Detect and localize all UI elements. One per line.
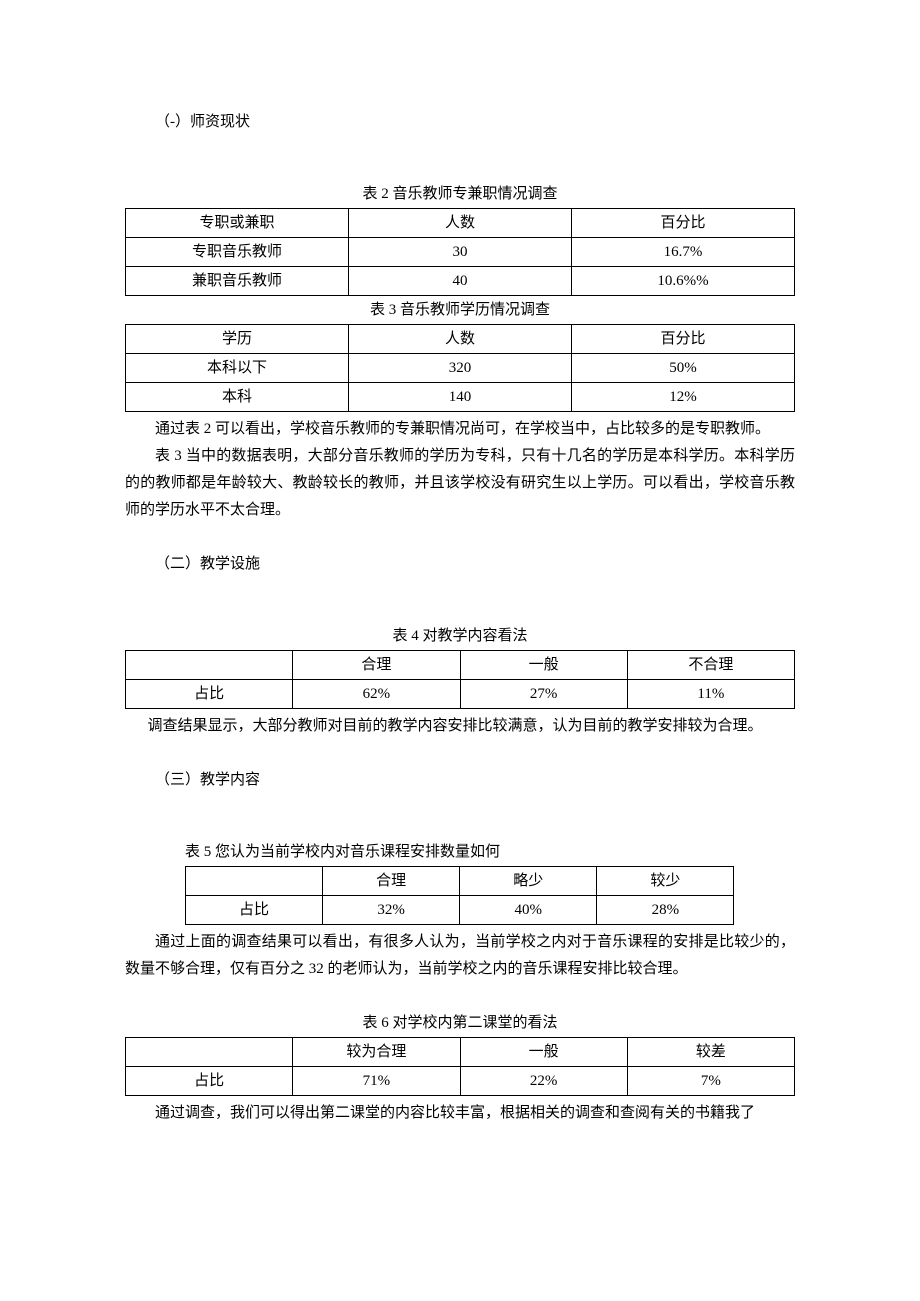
table6-col1: 较为合理 — [293, 1038, 460, 1067]
table2-col1: 人数 — [349, 209, 572, 238]
table3-r1c2: 12% — [572, 383, 795, 412]
table-row: 兼职音乐教师 40 10.6%% — [126, 267, 795, 296]
table-row: 合理 一般 不合理 — [126, 651, 795, 680]
table4-r0c0: 占比 — [126, 680, 293, 709]
table5-r0c2: 40% — [460, 896, 597, 925]
table3-r1c0: 本科 — [126, 383, 349, 412]
table6-r0c3: 7% — [627, 1067, 794, 1096]
table5-r0c0: 占比 — [186, 896, 323, 925]
table-row: 合理 略少 较少 — [186, 867, 734, 896]
table6-title: 表 6 对学校内第二课堂的看法 — [125, 1011, 795, 1035]
table6-col3: 较差 — [627, 1038, 794, 1067]
section-heading-1: （-）师资现状 — [125, 110, 795, 134]
table5-col2: 略少 — [460, 867, 597, 896]
table4-col0 — [126, 651, 293, 680]
table4-r0c2: 27% — [460, 680, 627, 709]
table3-r1c1: 140 — [349, 383, 572, 412]
table4: 合理 一般 不合理 占比 62% 27% 11% — [125, 650, 795, 709]
table6-r0c0: 占比 — [126, 1067, 293, 1096]
table2-r1c0: 兼职音乐教师 — [126, 267, 349, 296]
table6-col0 — [126, 1038, 293, 1067]
table4-r0c3: 11% — [627, 680, 794, 709]
table6-r0c1: 71% — [293, 1067, 460, 1096]
table-row: 本科以下 320 50% — [126, 354, 795, 383]
table4-col2: 一般 — [460, 651, 627, 680]
table5-title: 表 5 您认为当前学校内对音乐课程安排数量如何 — [125, 840, 795, 864]
table-row: 较为合理 一般 较差 — [126, 1038, 795, 1067]
table2-r0c0: 专职音乐教师 — [126, 238, 349, 267]
table5: 合理 略少 较少 占比 32% 40% 28% — [185, 866, 734, 925]
table6-col2: 一般 — [460, 1038, 627, 1067]
table2-r1c1: 40 — [349, 267, 572, 296]
table3-r0c2: 50% — [572, 354, 795, 383]
table2-r0c2: 16.7% — [572, 238, 795, 267]
table3: 学历 人数 百分比 本科以下 320 50% 本科 140 12% — [125, 324, 795, 412]
paragraph-after-t3-2: 表 3 当中的数据表明，大部分音乐教师的学历为专科，只有十几名的学历是本科学历。… — [125, 443, 795, 524]
paragraph-after-t5: 通过上面的调查结果可以看出，有很多人认为，当前学校之内对于音乐课程的安排是比较少… — [125, 929, 795, 983]
section-heading-2: （二）教学设施 — [125, 552, 795, 576]
table5-r0c1: 32% — [323, 896, 460, 925]
table2: 专职或兼职 人数 百分比 专职音乐教师 30 16.7% 兼职音乐教师 40 1… — [125, 208, 795, 296]
table2-title: 表 2 音乐教师专兼职情况调查 — [125, 182, 795, 206]
table5-r0c3: 28% — [597, 896, 734, 925]
table3-r0c1: 320 — [349, 354, 572, 383]
table-row: 专职或兼职 人数 百分比 — [126, 209, 795, 238]
table6-r0c2: 22% — [460, 1067, 627, 1096]
table-row: 本科 140 12% — [126, 383, 795, 412]
table4-col3: 不合理 — [627, 651, 794, 680]
table2-col2: 百分比 — [572, 209, 795, 238]
table-row: 占比 32% 40% 28% — [186, 896, 734, 925]
table3-col2: 百分比 — [572, 325, 795, 354]
table4-r0c1: 62% — [293, 680, 460, 709]
section-heading-3: （三）教学内容 — [125, 768, 795, 792]
table3-col1: 人数 — [349, 325, 572, 354]
table2-col0: 专职或兼职 — [126, 209, 349, 238]
table3-title: 表 3 音乐教师学历情况调查 — [125, 298, 795, 322]
table3-col0: 学历 — [126, 325, 349, 354]
table5-col1: 合理 — [323, 867, 460, 896]
table-row: 学历 人数 百分比 — [126, 325, 795, 354]
paragraph-after-t6: 通过调查，我们可以得出第二课堂的内容比较丰富，根据相关的调查和查阅有关的书籍我了 — [125, 1100, 795, 1127]
paragraph-after-t3-1: 通过表 2 可以看出，学校音乐教师的专兼职情况尚可，在学校当中，占比较多的是专职… — [125, 416, 795, 443]
paragraph-after-t4: 调查结果显示，大部分教师对目前的教学内容安排比较满意，认为目前的教学安排较为合理… — [125, 713, 795, 740]
table4-title: 表 4 对教学内容看法 — [125, 624, 795, 648]
table5-col0 — [186, 867, 323, 896]
table-row: 专职音乐教师 30 16.7% — [126, 238, 795, 267]
table5-col3: 较少 — [597, 867, 734, 896]
table2-r1c2: 10.6%% — [572, 267, 795, 296]
table-row: 占比 62% 27% 11% — [126, 680, 795, 709]
table3-r0c0: 本科以下 — [126, 354, 349, 383]
table2-r0c1: 30 — [349, 238, 572, 267]
table6: 较为合理 一般 较差 占比 71% 22% 7% — [125, 1037, 795, 1096]
table-row: 占比 71% 22% 7% — [126, 1067, 795, 1096]
table4-col1: 合理 — [293, 651, 460, 680]
